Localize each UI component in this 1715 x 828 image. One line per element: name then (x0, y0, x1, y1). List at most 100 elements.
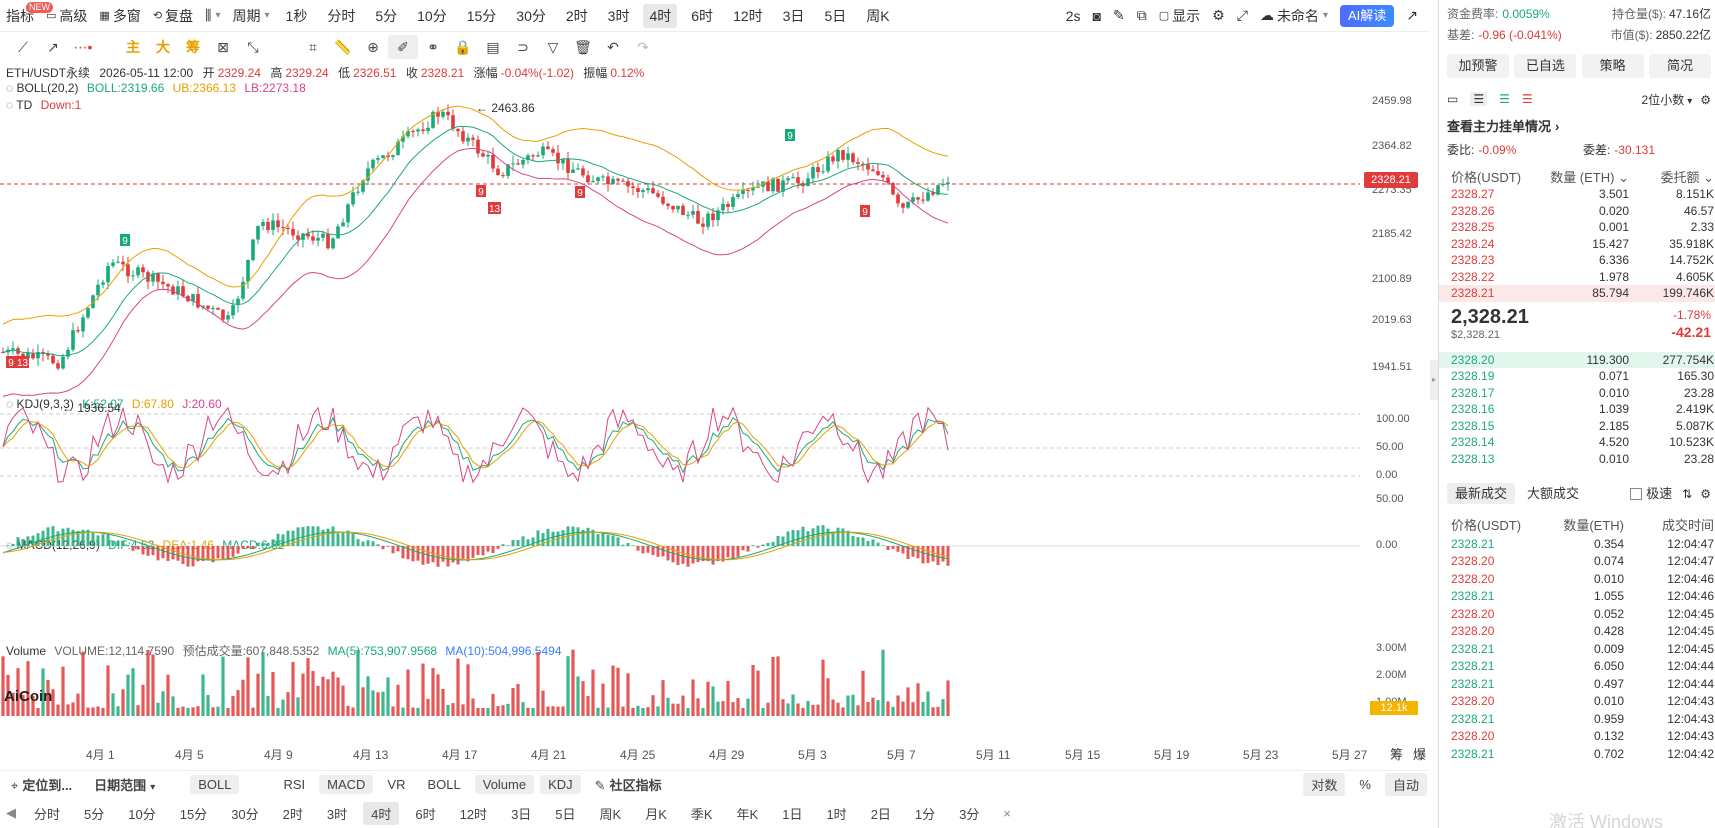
multi-window-menu[interactable]: ▦ 多窗 (93, 4, 146, 28)
timeframe-top-12[interactable]: 5日 (824, 7, 847, 24)
timeframe-top-9[interactable]: 6时 (691, 7, 714, 24)
close-timeframe-icon[interactable]: × (1003, 805, 1011, 821)
orderbook-row[interactable]: 2328.16 1.039 2.419K (1439, 401, 1715, 418)
timeframe-top-11[interactable]: 3日 (782, 7, 805, 24)
precision-dropdown[interactable]: 2位小数 (1641, 92, 1685, 107)
timeframe-bottom-16[interactable]: 1日 (782, 806, 803, 822)
orderbook-row[interactable]: 2328.26 0.020 46.57 (1439, 203, 1715, 220)
expand-icon[interactable]: ⤢ (1236, 7, 1248, 23)
camera-icon[interactable]: ◙ (1092, 7, 1102, 24)
book-ask-icon[interactable]: ☰ (1499, 92, 1510, 106)
timeframe-top-3[interactable]: 10分 (417, 7, 447, 24)
undo-icon[interactable]: ↶ (607, 38, 619, 55)
orderbook-row[interactable]: 2328.14 4.520 10.523K (1439, 434, 1715, 451)
timeframe-bottom-0[interactable]: 分时 (34, 806, 61, 822)
crop-icon[interactable]: ⌗ (309, 38, 317, 55)
timeframe-bottom-18[interactable]: 2日 (870, 806, 891, 822)
log-scale-button[interactable]: 对数 (1303, 773, 1346, 796)
timeframe-top-13[interactable]: 周K (866, 7, 890, 24)
timeframe-bottom-2[interactable]: 10分 (128, 806, 156, 822)
orderbook-row[interactable]: 2328.20 119.300 277.754K (1439, 351, 1715, 368)
indicator-toggle-4[interactable]: Volume (474, 775, 535, 794)
orderbook-row[interactable]: 2328.25 0.001 2.33 (1439, 219, 1715, 236)
orderbook-row[interactable]: 2328.13 0.010 23.28 (1439, 451, 1715, 468)
settings-icon[interactable]: ⚙ (1212, 7, 1225, 23)
locate-button[interactable]: ⌖ 定位到... (3, 773, 80, 796)
timeframe-bottom-19[interactable]: 1分 (914, 806, 936, 822)
tab-large-trades[interactable]: 大额成交 (1527, 485, 1580, 501)
orderbook-row[interactable]: 2328.22 1.978 4.605K (1439, 269, 1715, 286)
indicator-toggle-5[interactable]: KDJ (540, 775, 581, 794)
measure-icon[interactable]: ⤡ (247, 38, 259, 55)
community-indicator-button[interactable]: ✎ 社区指标 (587, 773, 670, 796)
percent-scale-button[interactable]: % (1359, 777, 1371, 792)
quantity-header[interactable]: 数量 (ETH) ⌄ (1534, 167, 1629, 186)
tab-latest-trades[interactable]: 最新成交 (1447, 482, 1516, 504)
add-alert-button[interactable]: 加预警 (1447, 54, 1509, 78)
timeframe-bottom-17[interactable]: 1时 (826, 806, 847, 822)
timeframe-bottom-1[interactable]: 5分 (84, 806, 105, 822)
timeframe-top-5[interactable]: 30分 (516, 7, 546, 24)
timeframe-bottom-14[interactable]: 季K (690, 806, 713, 822)
td-legend[interactable]: ◌ TD Down:1 (6, 98, 81, 112)
fullscreen-window-icon[interactable]: ⧉ (1136, 7, 1147, 23)
orderbook-row[interactable]: 2328.24 15.427 35.918K (1439, 236, 1715, 253)
timeframe-bottom-5[interactable]: 2时 (282, 806, 303, 822)
zoom-icon[interactable]: ⊕ (367, 38, 379, 55)
magnet-icon[interactable]: ⊃ (517, 38, 529, 55)
timeframe-bottom-7[interactable]: 4时 (363, 801, 400, 825)
book-bid-icon[interactable]: ☰ (1470, 92, 1488, 106)
main-force-button[interactable]: 主 (126, 39, 140, 55)
panel-collapse-handle[interactable]: ▸ (1430, 360, 1438, 400)
ray-icon[interactable]: ↗ (47, 38, 59, 55)
indicator-toggle-3[interactable]: BOLL (427, 777, 461, 792)
refresh-interval[interactable]: 2s (1065, 7, 1081, 24)
layout-dropdown[interactable]: ☁ 未命名 ▾ (1254, 4, 1334, 28)
boll-main-button[interactable]: BOLL (190, 775, 240, 794)
kdj-legend[interactable]: ◌ KDJ(9,3,3) K:52.07 D:67.80 J:20.60 (6, 397, 222, 411)
depth-link[interactable]: 查看主力挂单情况 › (1439, 108, 1715, 135)
large-order-button[interactable]: 大 (156, 39, 170, 55)
replay-menu[interactable]: ⟲ 复盘 (147, 4, 199, 28)
screenshot-tool-icon[interactable]: ⊠ (217, 38, 229, 55)
indicator-menu[interactable]: 指标 NEW (0, 1, 53, 28)
timeframe-top-0[interactable]: 1秒 (285, 7, 308, 24)
settings-icon[interactable]: ⚙ (1700, 486, 1711, 501)
watchlist-button[interactable]: 已自选 (1514, 54, 1577, 78)
indicator-toggle-0[interactable]: RSI (283, 777, 306, 792)
timeframe-bottom-8[interactable]: 6时 (415, 806, 436, 822)
share-icon[interactable]: ↗ (1406, 7, 1418, 23)
trash-icon[interactable]: 🗑 (574, 38, 592, 55)
trend-line-icon[interactable]: ⟋ (18, 38, 28, 55)
timeframe-bottom-4[interactable]: 30分 (231, 806, 259, 822)
book-sell-icon[interactable]: ☰ (1521, 92, 1533, 106)
timeframe-top-6[interactable]: 2时 (565, 7, 588, 24)
timeframe-top-10[interactable]: 12时 (733, 7, 763, 24)
boll-legend[interactable]: ◌ BOLL(20,2) BOLL:2319.66 UB:2366.13 LB:… (6, 81, 306, 95)
chart-area[interactable]: ETH/USDT永续 2026-05-11 12:00 开 2329.24 高 23… (0, 62, 1430, 762)
timeframe-top-2[interactable]: 5分 (375, 7, 398, 24)
dot-line-icon[interactable]: ⋯• (73, 38, 93, 55)
timeframe-bottom-9[interactable]: 12时 (459, 806, 488, 822)
liquidation-corner-label[interactable]: 爆 (1413, 747, 1427, 762)
auto-scale-button[interactable]: 自动 (1384, 773, 1427, 796)
timeframe-bottom-6[interactable]: 3时 (326, 806, 348, 822)
timeframe-bottom-20[interactable]: 3分 (959, 806, 980, 822)
pencil-icon[interactable]: ✎ (1113, 7, 1125, 23)
orderbook-row[interactable]: 2328.21 85.794 199.746K (1439, 285, 1715, 302)
scroll-left-icon[interactable]: ◀ (6, 805, 16, 820)
timeframe-bottom-15[interactable]: 年K (736, 806, 759, 822)
checkbox[interactable] (1630, 488, 1643, 501)
book-both-icon[interactable]: ▭ (1447, 92, 1459, 106)
timeframe-bottom-11[interactable]: 5日 (555, 806, 576, 822)
overview-button[interactable]: 简况 (1648, 54, 1711, 78)
chart-type-dropdown[interactable]: ⫼ ▾ (199, 4, 226, 28)
amount-header[interactable]: 委托额 ⌄ (1629, 167, 1714, 186)
chip-button[interactable]: 筹 (186, 39, 200, 55)
timeframe-top-8[interactable]: 4时 (643, 3, 678, 28)
indicator-toggle-1[interactable]: MACD (319, 775, 374, 794)
timeframe-bottom-12[interactable]: 周K (599, 806, 622, 822)
settings-icon[interactable]: ⚙ (1700, 92, 1711, 107)
strategy-button[interactable]: 策略 (1581, 54, 1644, 78)
